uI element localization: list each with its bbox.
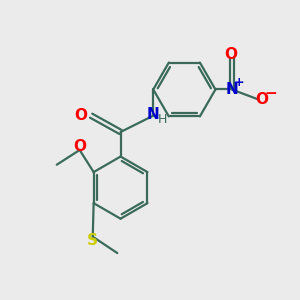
Text: O: O [225, 46, 238, 62]
Text: O: O [73, 139, 86, 154]
Text: N: N [225, 82, 238, 97]
Text: +: + [234, 76, 244, 89]
Text: −: − [264, 86, 277, 101]
Text: O: O [256, 92, 269, 107]
Text: O: O [74, 108, 87, 123]
Text: S: S [87, 233, 98, 248]
Text: N: N [147, 106, 160, 122]
Text: H: H [158, 113, 167, 126]
